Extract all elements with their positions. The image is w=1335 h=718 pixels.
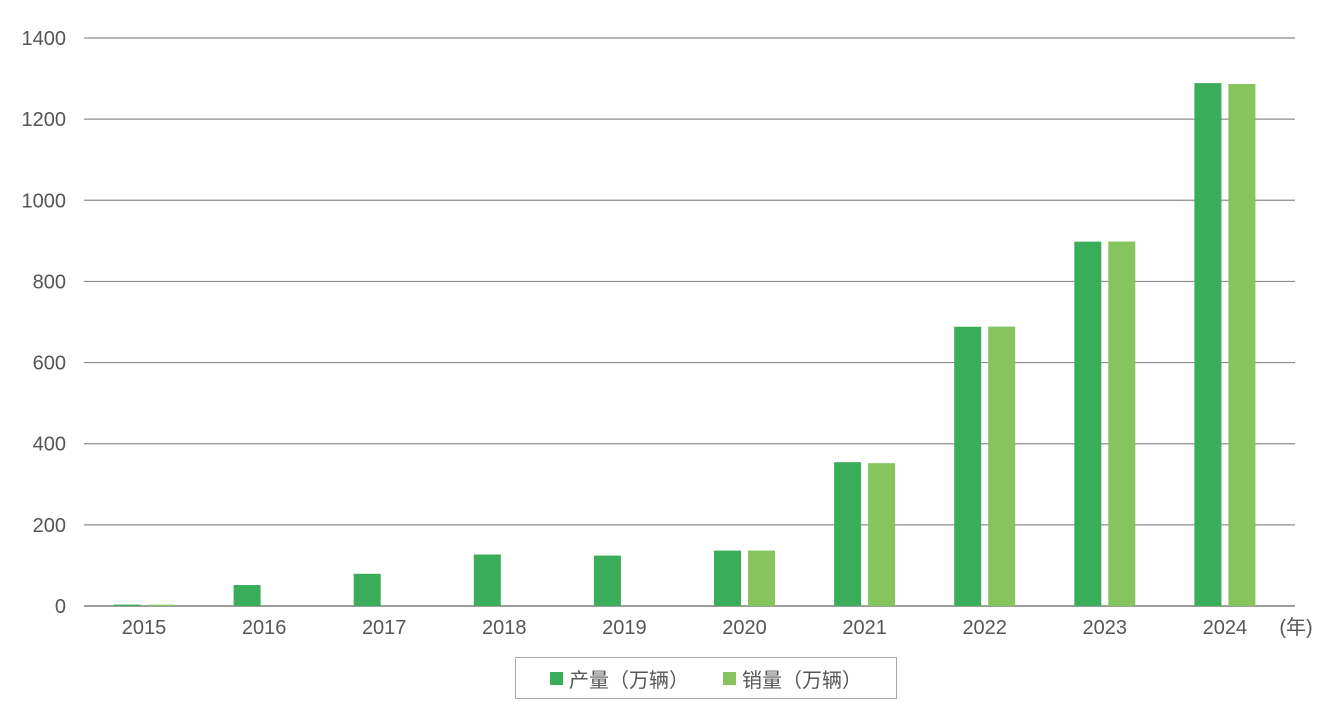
bar-production-2015 xyxy=(113,604,141,606)
y-tick-label: 600 xyxy=(33,353,66,375)
bar-production-2022 xyxy=(954,326,982,606)
x-tick-label: 2023 xyxy=(1083,617,1128,639)
x-tick-label: 2020 xyxy=(722,617,767,639)
y-tick-label: 400 xyxy=(33,434,66,456)
y-axis: 0 200 400 600 800 1000 1200 1400 xyxy=(22,28,67,618)
legend-label-sales: 销量（万辆） xyxy=(742,669,862,692)
legend-item-sales: 销量（万辆） xyxy=(723,664,862,693)
y-tick-label: 1000 xyxy=(22,190,67,212)
x-tick-label: 2022 xyxy=(962,617,1007,639)
y-tick-label: 1400 xyxy=(22,28,67,50)
x-tick-label: 2021 xyxy=(842,617,887,639)
bar-sales-2023 xyxy=(1108,241,1136,606)
bar-sales-2021 xyxy=(868,463,896,606)
bar-production-2021 xyxy=(834,462,862,606)
bar-sales-2022 xyxy=(988,326,1016,606)
bar-production-2019 xyxy=(593,555,621,606)
bar-production-2023 xyxy=(1074,241,1102,607)
bar-production-2018 xyxy=(473,554,501,606)
y-tick-label: 0 xyxy=(55,596,66,618)
legend-label-production: 产量（万辆） xyxy=(569,669,689,692)
x-axis: 2015 2016 2017 2018 2019 2020 2021 2022 2023 2024… xyxy=(122,616,1313,639)
legend-item-production: 产量（万辆） xyxy=(550,664,689,693)
y-tick-label: 200 xyxy=(33,515,66,537)
x-tick-label: 2019 xyxy=(602,617,647,639)
x-tick-label: 2017 xyxy=(362,617,407,639)
bar-production-2024 xyxy=(1194,83,1222,607)
y-tick-label: 1200 xyxy=(22,109,67,131)
bar-sales-2015 xyxy=(147,604,175,606)
bar-sales-2024 xyxy=(1228,84,1256,607)
x-axis-unit-label: (年) xyxy=(1279,616,1312,639)
bar-sales-2020 xyxy=(748,550,775,606)
bars xyxy=(113,83,1256,607)
bar-production-2020 xyxy=(714,550,741,606)
legend-swatch-production xyxy=(550,671,563,685)
bar-production-2017 xyxy=(353,573,381,606)
x-tick-label: 2015 xyxy=(122,617,167,639)
x-tick-label: 2024 xyxy=(1203,617,1248,639)
bar-production-2016 xyxy=(233,585,261,606)
legend: 产量（万辆） 销量（万辆） xyxy=(515,657,897,699)
x-tick-label: 2016 xyxy=(242,617,287,639)
legend-swatch-sales xyxy=(723,671,736,685)
x-tick-label: 2018 xyxy=(482,617,527,639)
y-tick-label: 800 xyxy=(33,271,66,293)
